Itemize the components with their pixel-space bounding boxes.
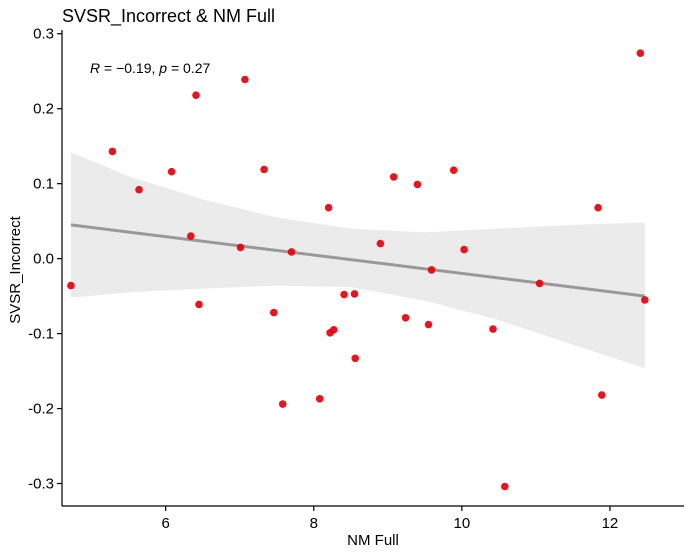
data-point bbox=[340, 290, 348, 299]
data-point bbox=[636, 49, 645, 57]
data-point bbox=[192, 91, 200, 99]
x-tick-label: 10 bbox=[454, 515, 471, 532]
data-point bbox=[598, 391, 606, 399]
y-tick-label: -0.2 bbox=[28, 401, 54, 418]
y-axis-ticks: -0.3 -0.2 -0.1 0.0 0.1 0.2 0.3 bbox=[28, 26, 62, 493]
data-point bbox=[460, 245, 468, 254]
data-point bbox=[315, 395, 324, 403]
data-point bbox=[594, 203, 602, 212]
data-point bbox=[270, 308, 278, 317]
x-tick-label: 8 bbox=[310, 515, 318, 532]
data-point bbox=[167, 167, 176, 176]
data-point bbox=[241, 75, 249, 84]
correlation-annotation: R = −0.19, p = 0.27 bbox=[90, 60, 211, 76]
y-axis-title: SVSR_Incorrect bbox=[7, 215, 24, 323]
y-tick-label: -0.3 bbox=[28, 476, 54, 493]
data-point bbox=[236, 243, 245, 252]
data-point bbox=[350, 290, 359, 298]
chart-title: SVSR_Incorrect & NM Full bbox=[62, 6, 275, 27]
data-points bbox=[67, 49, 649, 491]
y-tick-label: -0.1 bbox=[28, 326, 54, 343]
trend-line bbox=[70, 223, 645, 298]
data-point bbox=[401, 314, 410, 322]
data-point bbox=[424, 320, 433, 329]
data-point bbox=[195, 300, 203, 309]
y-tick-label: 0.2 bbox=[33, 101, 54, 118]
data-point bbox=[489, 325, 497, 333]
data-point bbox=[287, 248, 296, 256]
data-point bbox=[324, 203, 333, 212]
x-tick-label: 6 bbox=[161, 515, 169, 532]
data-point bbox=[413, 180, 422, 189]
data-point bbox=[260, 165, 268, 174]
data-point bbox=[449, 166, 458, 174]
y-tick-label: 0.1 bbox=[33, 176, 54, 193]
data-point bbox=[389, 173, 398, 181]
r-value: = −0.19, bbox=[100, 60, 159, 76]
data-point bbox=[67, 281, 75, 290]
data-point bbox=[330, 326, 338, 334]
data-point bbox=[641, 296, 649, 304]
data-point bbox=[535, 279, 544, 288]
p-symbol: p bbox=[158, 60, 167, 76]
y-tick-label: 0.3 bbox=[33, 26, 54, 43]
r-symbol: R bbox=[90, 60, 100, 76]
y-tick-label: 0.0 bbox=[33, 251, 54, 268]
x-tick-label: 12 bbox=[602, 515, 619, 532]
data-point bbox=[278, 400, 287, 408]
x-axis-title: NM Full bbox=[347, 532, 399, 549]
data-point bbox=[376, 239, 385, 248]
x-axis-ticks: 6 8 10 12 bbox=[161, 506, 618, 532]
p-value: = 0.27 bbox=[167, 60, 210, 76]
data-point bbox=[135, 185, 143, 194]
data-point bbox=[351, 354, 360, 363]
data-point bbox=[187, 232, 195, 240]
data-point bbox=[108, 147, 117, 156]
data-point bbox=[427, 266, 436, 274]
data-point bbox=[501, 482, 509, 491]
